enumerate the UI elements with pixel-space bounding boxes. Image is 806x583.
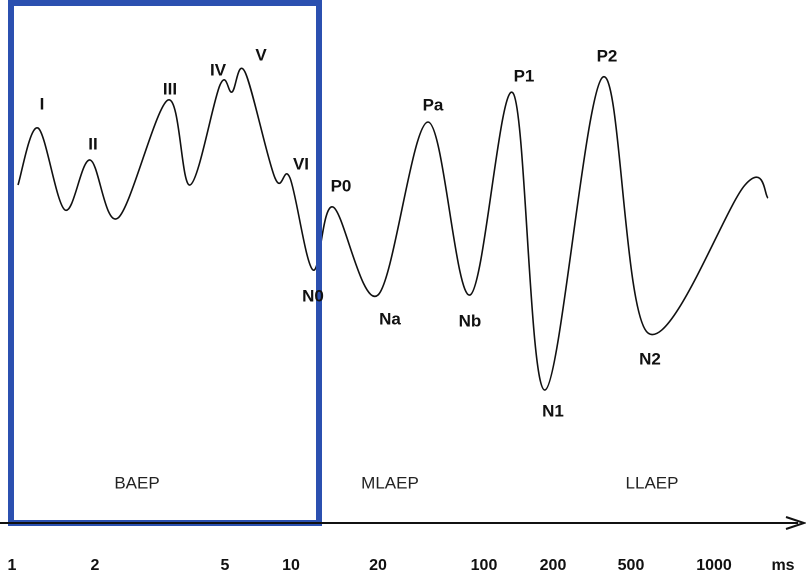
tick-label: 10 (282, 557, 300, 574)
region-label: BAEP (114, 473, 159, 492)
region-label: LLAEP (626, 473, 679, 492)
peak-label: I (40, 94, 45, 113)
peak-label: P2 (597, 46, 618, 65)
tick-label: 100 (471, 557, 498, 574)
peak-label: Na (379, 309, 401, 328)
axis-arrow (785, 516, 806, 530)
peak-label: VI (293, 154, 309, 173)
tick-label: 2 (91, 557, 100, 574)
tick-label: 200 (540, 557, 567, 574)
tick-label: 20 (369, 557, 387, 574)
peak-label: P1 (514, 66, 535, 85)
peak-label: III (163, 79, 177, 98)
peak-label: N1 (542, 401, 564, 420)
tick-label: 1 (8, 557, 17, 574)
axis-unit: ms (771, 557, 794, 574)
peak-label: N0 (302, 286, 324, 305)
waveform (17, 67, 769, 391)
region-label: MLAEP (361, 473, 419, 492)
peak-label: P0 (331, 176, 352, 195)
peak-label: II (88, 134, 97, 153)
peak-label: V (255, 45, 267, 64)
peak-label: Pa (423, 95, 444, 114)
tick-label: 500 (618, 557, 645, 574)
peak-label: Nb (459, 311, 482, 330)
tick-label: 1000 (696, 557, 732, 574)
peak-label: IV (210, 60, 227, 79)
tick-label: 5 (221, 557, 230, 574)
peak-label: N2 (639, 349, 661, 368)
